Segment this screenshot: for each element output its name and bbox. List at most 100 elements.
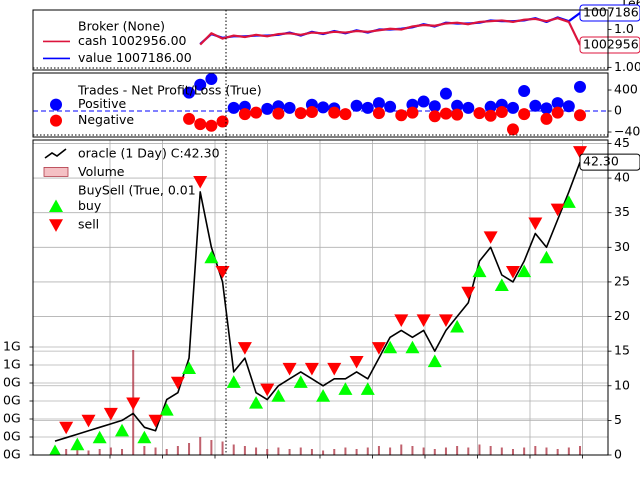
trade-marker [428, 100, 441, 113]
buy-marker [517, 264, 532, 278]
legend-label: value 1007186.00 [78, 50, 192, 65]
trade-marker [227, 101, 240, 114]
buy-marker [115, 423, 130, 437]
volume-bar [76, 447, 79, 455]
legend-heading: Trades - Net Profit/Loss (True) [77, 83, 262, 98]
sell-marker [59, 421, 74, 435]
sell-marker [550, 203, 565, 217]
y-tick-label: 1.00 [614, 59, 640, 74]
volume-bar [355, 449, 358, 455]
buy-marker [159, 403, 174, 416]
legend-marker [49, 219, 63, 232]
buy-marker [204, 250, 219, 264]
trade-marker [384, 100, 397, 113]
y-tick-label: 1G [3, 339, 21, 354]
panel-frame [32, 72, 609, 138]
trade-marker [574, 80, 586, 93]
volume-bar [65, 449, 68, 455]
sell-marker [170, 376, 185, 390]
line [54, 161, 581, 442]
buy-marker [472, 264, 487, 278]
volume-bar [121, 449, 124, 455]
sell-marker [505, 265, 520, 279]
buy-marker [360, 382, 375, 395]
trade-marker [205, 73, 218, 85]
y-tick-label: 45 [614, 135, 630, 150]
y-tick-label: 40 [614, 170, 630, 185]
trade-marker [428, 110, 441, 123]
sell-marker [528, 217, 543, 231]
sell-marker [282, 362, 297, 376]
volume-bar [232, 444, 235, 455]
trade-marker [194, 118, 207, 131]
trade-marker [350, 99, 363, 112]
buy-marker [539, 250, 554, 264]
buy-marker [271, 389, 286, 402]
trade-marker [272, 107, 285, 120]
y-tick-label: 0G [3, 375, 21, 390]
buy-marker [405, 340, 420, 354]
trade-marker [305, 106, 318, 119]
plot-area [33, 73, 608, 136]
y-tick-label: 1G [3, 357, 21, 372]
plot-area [199, 12, 581, 46]
y-tick-label: 0G [3, 447, 21, 462]
trade-marker [529, 99, 542, 112]
buy-marker [427, 354, 442, 368]
trade-marker [328, 106, 341, 119]
buy-marker [561, 195, 576, 208]
buy-marker [49, 444, 61, 455]
legend-line [44, 148, 67, 159]
volume-bar [299, 447, 302, 455]
volume-bar [579, 446, 581, 455]
trade-marker [518, 108, 531, 121]
trade-marker [183, 112, 196, 125]
panel-frame [32, 139, 609, 456]
buy-marker [494, 278, 509, 291]
legend-marker [49, 199, 63, 213]
trade-marker [540, 112, 553, 125]
last-value-label: 42.30 [583, 154, 619, 169]
sell-marker [394, 314, 409, 327]
trade-marker [372, 97, 385, 110]
trade-marker [506, 123, 519, 136]
trade-marker [283, 101, 296, 114]
sell-marker [573, 146, 587, 159]
trade-marker [462, 101, 475, 114]
buy-marker [293, 375, 308, 388]
volume-bar [277, 447, 280, 455]
volume-bar [467, 447, 470, 455]
volume-bar [98, 449, 101, 455]
y-tick-label: 30 [614, 239, 630, 254]
buy-marker [226, 375, 241, 388]
volume-bar [389, 447, 392, 455]
legend-heading: Broker (None) [78, 19, 165, 34]
trade-marker [339, 108, 352, 121]
volume-bar [478, 444, 481, 455]
volume-bar [523, 447, 526, 455]
sell-marker [126, 397, 141, 411]
volume-bar [322, 450, 325, 455]
volume-bar [143, 446, 146, 455]
last-value-tag [579, 4, 640, 22]
trade-marker [506, 101, 519, 114]
buy-marker [182, 361, 197, 375]
volume-bar [255, 447, 258, 455]
y-tick-label: 1.0 [614, 21, 634, 36]
volume-bar [567, 447, 570, 455]
trade-marker [216, 115, 229, 128]
trade-marker [194, 78, 207, 91]
line [199, 17, 581, 46]
volume-bar [221, 441, 224, 455]
trade-marker [540, 102, 553, 115]
y-tick-label: 0G [3, 429, 21, 444]
volume-bar [422, 447, 425, 455]
trade-marker [261, 102, 274, 115]
legend-marker [50, 98, 62, 111]
sell-marker [260, 383, 275, 397]
volume-bar [556, 449, 559, 455]
volume-bar [444, 447, 447, 455]
y-tick-label: 35 [614, 204, 630, 219]
buy-marker [70, 437, 85, 451]
legend-label: sell [78, 216, 99, 231]
